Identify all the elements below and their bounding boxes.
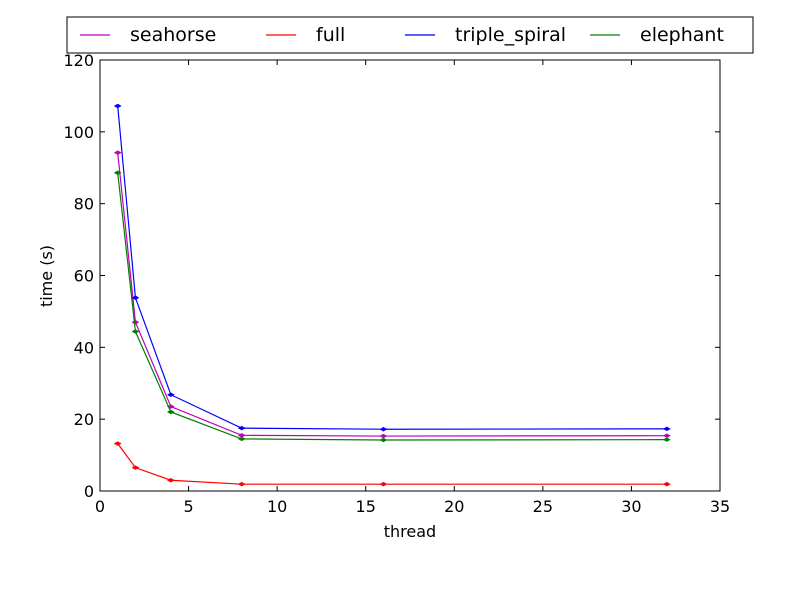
- series-line: [117, 443, 667, 485]
- x-tick-label: 25: [533, 497, 553, 516]
- series-triple-spiral: [113, 103, 671, 432]
- data-point: [113, 103, 122, 109]
- y-tick-label: 40: [74, 338, 94, 357]
- data-point: [131, 465, 140, 470]
- data-point: [662, 437, 671, 442]
- legend-label: elephant: [640, 24, 724, 46]
- legend-item-triple-spiral: triple_spiral: [405, 24, 566, 46]
- data-point: [662, 426, 671, 432]
- legend-label: seahorse: [130, 24, 216, 46]
- series-seahorse: [113, 150, 671, 439]
- data-point: [379, 433, 388, 439]
- x-axis-ticks: 0 5 10 15 20 25 30 35: [95, 60, 730, 516]
- data-point: [166, 477, 175, 483]
- legend: seahorse full triple_spiral elephant: [66, 16, 754, 54]
- data-point: [237, 433, 246, 438]
- data-point: [113, 441, 122, 446]
- data-point: [237, 425, 246, 431]
- data-point: [662, 433, 671, 438]
- legend-item-seahorse: seahorse: [80, 24, 216, 46]
- x-tick-label: 20: [444, 497, 464, 516]
- series-elephant: [113, 170, 671, 443]
- series-line: [117, 152, 667, 437]
- y-axis-ticks: 0 20 40 60 80 100 120: [63, 51, 720, 501]
- legend-item-full: full: [266, 24, 345, 46]
- x-tick-label: 30: [621, 497, 641, 516]
- data-point: [131, 295, 140, 301]
- data-point: [113, 170, 122, 176]
- series-line: [117, 105, 667, 430]
- series-line: [117, 172, 667, 441]
- data-point: [131, 329, 140, 334]
- y-tick-label: 80: [74, 195, 94, 214]
- data-point: [237, 481, 246, 487]
- legend-items: seahorse full triple_spiral elephant: [80, 24, 724, 46]
- series-layer: [113, 103, 671, 487]
- y-tick-label: 20: [74, 410, 94, 429]
- y-tick-label: 100: [63, 123, 94, 142]
- x-tick-label: 5: [183, 497, 193, 516]
- x-tick-label: 0: [95, 497, 105, 516]
- y-tick-label: 60: [74, 267, 94, 286]
- y-tick-label: 120: [63, 51, 94, 70]
- legend-item-elephant: elephant: [590, 24, 724, 46]
- y-tick-label: 0: [84, 482, 94, 501]
- x-tick-label: 15: [356, 497, 376, 516]
- x-axis-label: thread: [384, 522, 436, 541]
- data-point: [237, 436, 246, 442]
- x-tick-label: 10: [267, 497, 287, 516]
- data-point: [379, 437, 388, 443]
- data-point: [166, 409, 175, 415]
- data-point: [379, 481, 388, 487]
- series-full: [113, 441, 671, 487]
- data-point: [131, 319, 140, 325]
- data-point: [113, 150, 122, 155]
- data-point: [662, 481, 671, 487]
- data-point: [166, 392, 175, 398]
- legend-label: triple_spiral: [455, 24, 566, 46]
- legend-label: full: [316, 24, 345, 46]
- y-axis-label: time (s): [37, 245, 56, 307]
- x-tick-label: 35: [710, 497, 730, 516]
- plot-frame: [99, 59, 721, 492]
- data-point: [379, 426, 388, 432]
